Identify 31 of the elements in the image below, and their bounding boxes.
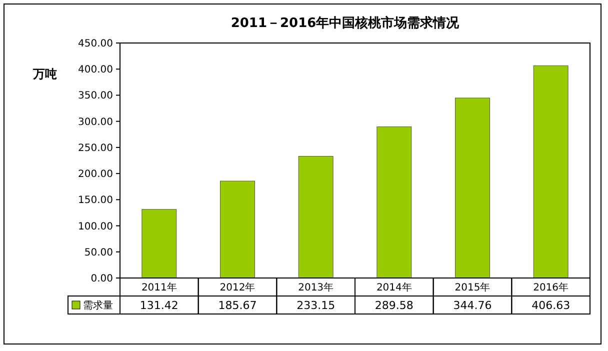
data-label: 233.15 [296, 298, 336, 312]
data-label: 289.58 [374, 298, 414, 312]
bar [142, 209, 177, 278]
x-tick-label: 2014年 [376, 282, 412, 294]
bar [455, 98, 490, 278]
x-tick-label: 2012年 [220, 282, 256, 294]
y-tick-label: 50.00 [84, 247, 113, 258]
bar [376, 126, 412, 278]
y-tick-label: 150.00 [78, 195, 113, 206]
x-tick-label: 2016年 [533, 282, 569, 294]
legend-label: 需求量 [83, 300, 113, 312]
x-tick-label: 2011年 [141, 282, 177, 294]
chart-title: 2011－2016年中国核桃市场需求情况 [230, 15, 460, 31]
y-tick-label: 200.00 [78, 169, 113, 180]
y-tick-label: 100.00 [78, 221, 113, 232]
data-label: 406.63 [532, 298, 570, 312]
data-label: 131.42 [140, 298, 178, 312]
y-tick-label: 450.00 [78, 38, 113, 50]
y-tick-label: 250.00 [78, 142, 113, 154]
y-tick-label: 400.00 [78, 64, 113, 76]
bar [298, 156, 334, 278]
y-tick-label: 300.00 [78, 116, 113, 128]
data-label: 185.67 [218, 298, 257, 312]
y-tick-label: 0.00 [90, 274, 113, 284]
y-axis-title: 万吨 [32, 67, 57, 81]
bar [220, 180, 255, 278]
x-tick-label: 2013年 [298, 282, 334, 294]
x-tick-label: 2015年 [454, 282, 490, 294]
data-label: 344.76 [453, 298, 492, 312]
y-tick-label: 350.00 [78, 90, 113, 102]
bar [533, 65, 568, 278]
